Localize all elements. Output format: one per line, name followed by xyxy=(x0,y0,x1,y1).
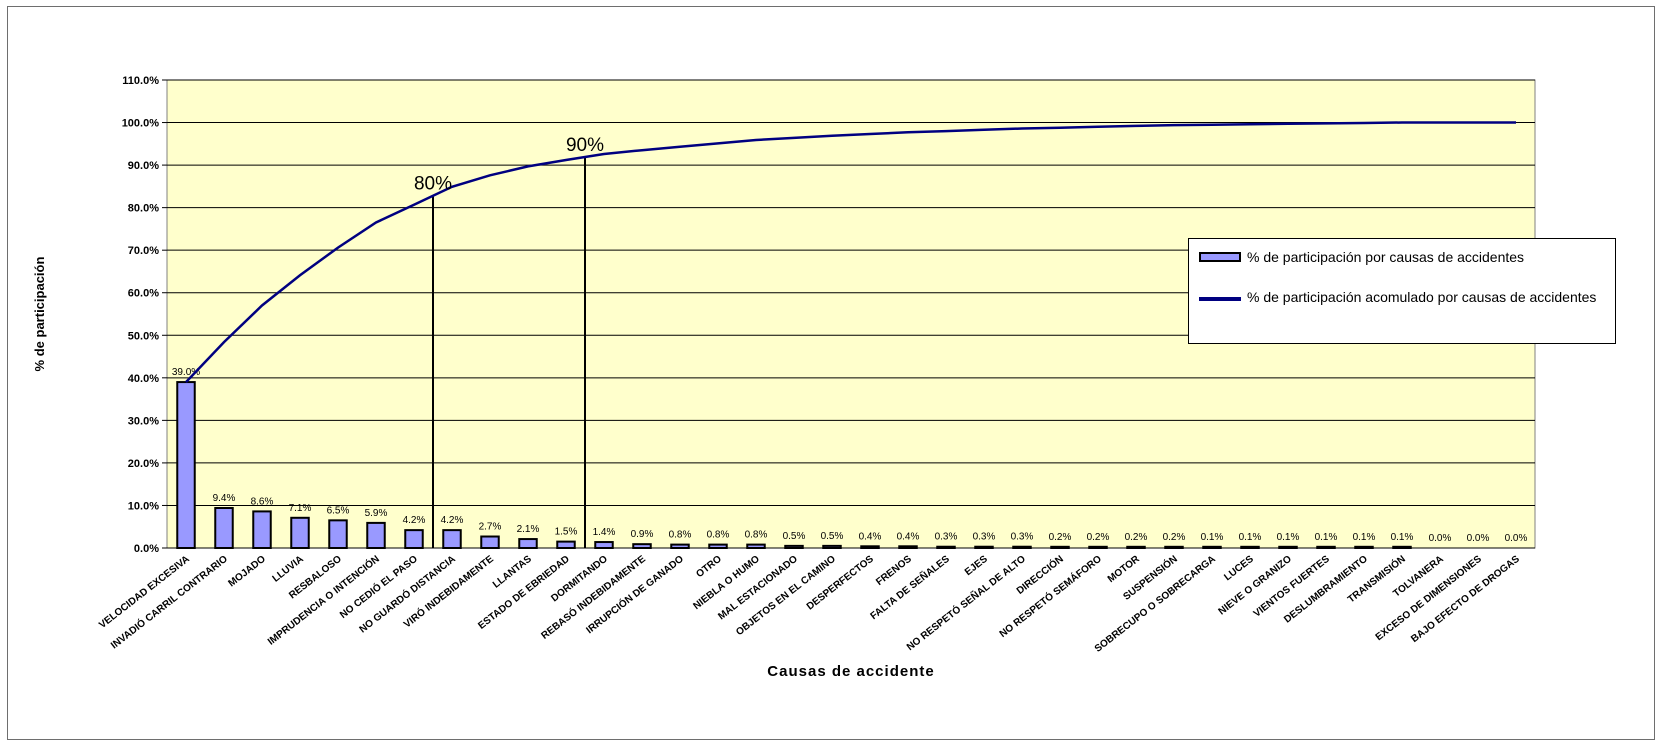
bar xyxy=(214,507,234,549)
data-label: 4.2% xyxy=(441,515,464,526)
y-tick-label: 80.0% xyxy=(128,203,159,215)
cumulative-line xyxy=(185,121,1516,383)
data-label: 0.9% xyxy=(631,529,654,540)
data-label: 5.9% xyxy=(365,508,388,519)
data-label: 2.7% xyxy=(479,522,502,533)
bar xyxy=(632,543,652,549)
data-label: 1.5% xyxy=(555,527,578,538)
y-tick-label: 100.0% xyxy=(122,118,160,130)
bar xyxy=(328,519,348,550)
annotation-label: 90% xyxy=(566,135,604,156)
data-label: 39.0% xyxy=(172,367,200,378)
data-label: 0.4% xyxy=(859,531,882,542)
data-label: 9.4% xyxy=(213,493,236,504)
data-label: 8.6% xyxy=(251,496,274,507)
data-label: 0.8% xyxy=(707,530,730,541)
bar xyxy=(252,510,272,550)
y-tick-label: 110.0% xyxy=(122,75,159,87)
bar xyxy=(708,543,728,550)
legend-label-line: % de participación acomulado por causas … xyxy=(1247,289,1597,305)
bar xyxy=(556,540,576,549)
y-tick-label: 30.0% xyxy=(128,415,159,427)
bar xyxy=(670,543,690,550)
data-label: 0.1% xyxy=(1315,532,1338,543)
bar xyxy=(518,538,538,549)
data-label: 0.5% xyxy=(821,531,844,542)
legend-item-bars: % de participación por causas de acciden… xyxy=(1199,249,1617,265)
y-tick-label: 40.0% xyxy=(128,373,159,385)
legend-label-bars: % de participación por causas de acciden… xyxy=(1247,249,1525,265)
data-label: 0.5% xyxy=(783,531,806,542)
y-tick-label: 50.0% xyxy=(128,330,159,342)
bar-series xyxy=(176,381,1412,550)
x-axis-title: Causas de accidente xyxy=(767,663,934,680)
data-label: 0.8% xyxy=(669,530,692,541)
data-label: 0.0% xyxy=(1505,533,1528,544)
bar xyxy=(404,529,424,550)
data-label: 0.2% xyxy=(1163,532,1186,543)
data-label: 6.5% xyxy=(327,505,350,516)
data-label: 0.1% xyxy=(1201,532,1224,543)
bar xyxy=(594,541,614,550)
data-label: 7.1% xyxy=(289,503,312,514)
x-category-label: EJES xyxy=(963,553,990,578)
data-label: 1.4% xyxy=(593,527,616,538)
annotation-label: 80% xyxy=(414,174,452,195)
data-label: 0.3% xyxy=(973,532,996,543)
annotation-lines xyxy=(432,157,586,548)
data-label: 0.3% xyxy=(1011,532,1034,543)
x-category-label: MOJADO xyxy=(226,554,268,590)
x-category-label: MOTOR xyxy=(1106,553,1143,585)
data-label: 0.2% xyxy=(1049,532,1072,543)
data-label: 0.2% xyxy=(1087,532,1110,543)
bar xyxy=(746,543,766,550)
data-label: 0.2% xyxy=(1125,532,1148,543)
data-labels: 39.0% 9.4% 8.6% 7.1% 6.5% 5.9% 4.2% 4.2% 2.7% 2.1… xyxy=(172,367,1528,544)
data-label: 0.1% xyxy=(1353,532,1376,543)
y-axis-title: % de participación xyxy=(32,257,47,372)
legend-item-line: % de participación acomulado por causas … xyxy=(1199,289,1617,305)
gridlines xyxy=(162,79,1535,549)
data-label: 0.4% xyxy=(897,531,920,542)
data-label: 0.8% xyxy=(745,530,768,541)
y-axis-ticks: 0.0% 10.0% 20.0% 30.0% 40.0% 50.0% 60.0% 70.0% 8… xyxy=(122,75,160,555)
y-tick-label: 10.0% xyxy=(128,500,159,512)
data-label: 2.1% xyxy=(517,524,540,535)
y-tick-label: 60.0% xyxy=(128,288,159,300)
x-category-label: LUCES xyxy=(1222,554,1256,584)
y-tick-label: 90.0% xyxy=(128,160,159,172)
data-label: 0.1% xyxy=(1391,532,1414,543)
data-label: 0.0% xyxy=(1429,533,1452,544)
legend-bar-swatch xyxy=(1199,252,1241,262)
x-category-label: NIEBLA O HUMO xyxy=(691,554,762,613)
legend-line-swatch xyxy=(1199,297,1241,301)
bar xyxy=(290,516,310,549)
y-tick-label: 0.0% xyxy=(134,543,159,555)
x-category-label: DESPERFECTOS xyxy=(805,553,876,612)
x-category-label: OTRO xyxy=(694,554,724,581)
data-label: 0.3% xyxy=(935,532,958,543)
bar xyxy=(442,529,462,550)
x-category-label: LLUVIA xyxy=(271,554,306,585)
bar xyxy=(480,535,500,550)
data-label: 4.2% xyxy=(403,515,426,526)
bar xyxy=(176,381,196,549)
y-tick-label: 20.0% xyxy=(128,458,159,470)
y-tick-label: 70.0% xyxy=(128,245,159,257)
annotations: 80% 90% xyxy=(414,135,604,195)
bar xyxy=(366,521,386,550)
data-label: 0.1% xyxy=(1239,532,1262,543)
data-label: 0.1% xyxy=(1277,532,1300,543)
data-label: 0.0% xyxy=(1467,533,1490,544)
legend: % de participación por causas de acciden… xyxy=(1188,238,1616,344)
